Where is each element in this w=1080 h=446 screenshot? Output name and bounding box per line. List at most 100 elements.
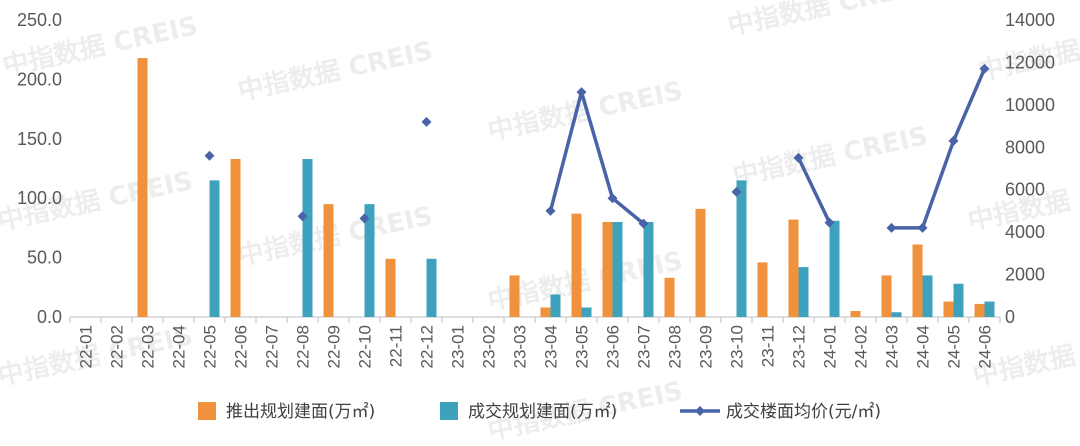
- legend-swatch-deal: [440, 402, 458, 420]
- price-point-marker: [545, 205, 556, 216]
- supply-bar: [850, 311, 861, 317]
- x-axis-tick-label: 22-05: [201, 325, 220, 368]
- x-axis-tick-label: 23-04: [542, 325, 561, 368]
- supply-bar: [230, 158, 241, 317]
- x-axis-tick-label: 23-06: [604, 325, 623, 368]
- price-point-marker: [731, 186, 742, 197]
- price-point-marker: [607, 193, 618, 204]
- deal-bar: [550, 294, 561, 317]
- x-axis-tick-label: 22-06: [232, 325, 251, 368]
- watermark-text: 中指数据 CREIS: [730, 121, 930, 192]
- right-axis-tick-label: 6000: [1005, 180, 1045, 200]
- price-line-segment: [891, 68, 987, 230]
- price-point-marker: [204, 150, 215, 161]
- supply-bar: [943, 301, 954, 317]
- deal-bar: [953, 283, 964, 317]
- right-axis-tick-label: 0: [1005, 307, 1015, 327]
- deal-bar: [736, 180, 747, 317]
- price-point-marker: [948, 135, 959, 146]
- x-axis-tick-label: 23-08: [666, 325, 685, 368]
- supply-bar: [974, 303, 985, 317]
- x-axis-tick-label: 23-05: [573, 325, 592, 368]
- price-point-marker: [824, 217, 835, 228]
- right-axis-tick-label: 2000: [1005, 265, 1045, 285]
- right-axis-tick-label: 8000: [1005, 137, 1045, 157]
- price-point-marker: [359, 213, 370, 224]
- deal-bar: [829, 220, 840, 317]
- price-point-marker: [979, 63, 990, 74]
- right-axis-tick-label: 4000: [1005, 222, 1045, 242]
- x-axis-tick-label: 22-02: [108, 325, 127, 368]
- supply-bar: [757, 262, 768, 317]
- x-axis-tick-label: 23-10: [728, 325, 747, 368]
- x-axis-tick-label: 23-02: [480, 325, 499, 368]
- deal-bar: [612, 221, 623, 317]
- x-axis-tick-label: 22-03: [139, 325, 158, 368]
- supply-bar: [323, 204, 334, 317]
- supply-bar: [540, 307, 551, 317]
- supply-bar: [385, 258, 396, 317]
- price-point-marker: [576, 87, 587, 98]
- right-axis-tick-label: 10000: [1005, 95, 1055, 115]
- x-axis-tick-label: 22-07: [263, 325, 282, 368]
- x-axis-tick-label: 22-08: [294, 325, 313, 368]
- legend-swatch-price-marker: [695, 406, 705, 416]
- x-axis-tick-label: 22-04: [170, 325, 189, 368]
- price-line-segment: [796, 157, 832, 224]
- right-axis-tick-label: 14000: [1005, 10, 1055, 30]
- deal-bar: [209, 180, 220, 317]
- price-point-marker: [917, 222, 928, 233]
- x-axis-tick-label: 22-12: [418, 325, 437, 368]
- supply-bar: [881, 275, 892, 317]
- supply-bar: [137, 58, 148, 318]
- watermark-text: 中指数据 CREIS: [0, 321, 195, 392]
- x-axis-tick-label: 23-01: [449, 325, 468, 368]
- left-axis-tick-label: 200.0: [17, 69, 62, 89]
- x-axis-tick-label: 24-03: [883, 325, 902, 368]
- x-axis-tick-label: 23-07: [635, 325, 654, 368]
- deal-bar: [891, 312, 902, 317]
- supply-bar: [602, 221, 613, 317]
- x-axis-tick-label: 24-05: [945, 325, 964, 368]
- axes: 0.0 50.0 100.0 150.0 200.0 250.0 0 2000 4000 6000…: [17, 10, 1055, 368]
- supply-bar: [571, 213, 582, 317]
- left-axis-tick-label: 150.0: [17, 129, 62, 149]
- supply-bar: [788, 219, 799, 317]
- x-axis-tick-label: 23-11: [759, 325, 778, 367]
- x-axis-tick-label: 22-01: [77, 325, 96, 368]
- deal-bar: [643, 221, 654, 317]
- deal-bar: [922, 275, 933, 317]
- watermark-text: 中指数据 CREIS: [235, 36, 435, 107]
- price-line-layer: [204, 63, 990, 233]
- price-point-marker: [638, 218, 649, 229]
- legend-label-price: 成交楼面均价(元/㎡): [726, 402, 881, 422]
- legend-label-supply: 推出规划建面(万㎡): [226, 402, 375, 422]
- price-point-marker: [421, 116, 432, 127]
- right-axis-tick-label: 12000: [1005, 52, 1055, 72]
- price-line-segment: [548, 90, 645, 226]
- left-axis-tick-label: 100.0: [17, 188, 62, 208]
- deal-bar: [798, 267, 809, 317]
- watermark-text: 中指数据 CREIS: [485, 76, 685, 147]
- deal-bar: [302, 158, 313, 317]
- bars: [137, 58, 995, 318]
- price-point-marker: [793, 152, 804, 163]
- x-axis-tick-label: 24-04: [914, 325, 933, 368]
- x-axis-tick-label: 23-12: [790, 325, 809, 368]
- supply-bar: [664, 277, 675, 317]
- supply-bar: [695, 208, 706, 317]
- price-point-marker: [886, 222, 897, 233]
- left-axis-tick-label: 0.0: [37, 307, 62, 327]
- x-axis-tick-label: 23-09: [697, 325, 716, 368]
- watermark-text: 中指数据 CREIS: [235, 201, 435, 272]
- x-axis-tick-label: 24-02: [852, 325, 871, 368]
- deal-bar: [581, 307, 592, 317]
- watermark-text: 中指数据 CREIS: [725, 0, 925, 42]
- legend: 推出规划建面(万㎡) 成交规划建面(万㎡) 成交楼面均价(元/㎡): [198, 402, 881, 422]
- supply-bar: [509, 275, 520, 317]
- x-axis-tick-label: 22-09: [325, 325, 344, 368]
- deal-bar: [426, 258, 437, 317]
